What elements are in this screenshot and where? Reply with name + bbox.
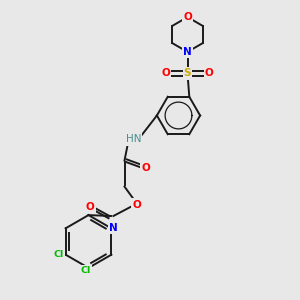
Text: Cl: Cl [54,250,64,259]
Text: O: O [183,12,192,22]
Text: Cl: Cl [81,266,91,275]
Text: O: O [85,202,94,212]
Text: HN: HN [126,134,141,145]
Text: O: O [205,68,214,79]
Text: N: N [110,223,118,233]
Text: O: O [141,163,150,173]
Text: S: S [184,68,191,79]
Text: O: O [161,68,170,79]
Text: O: O [132,200,141,210]
Text: N: N [183,47,192,57]
